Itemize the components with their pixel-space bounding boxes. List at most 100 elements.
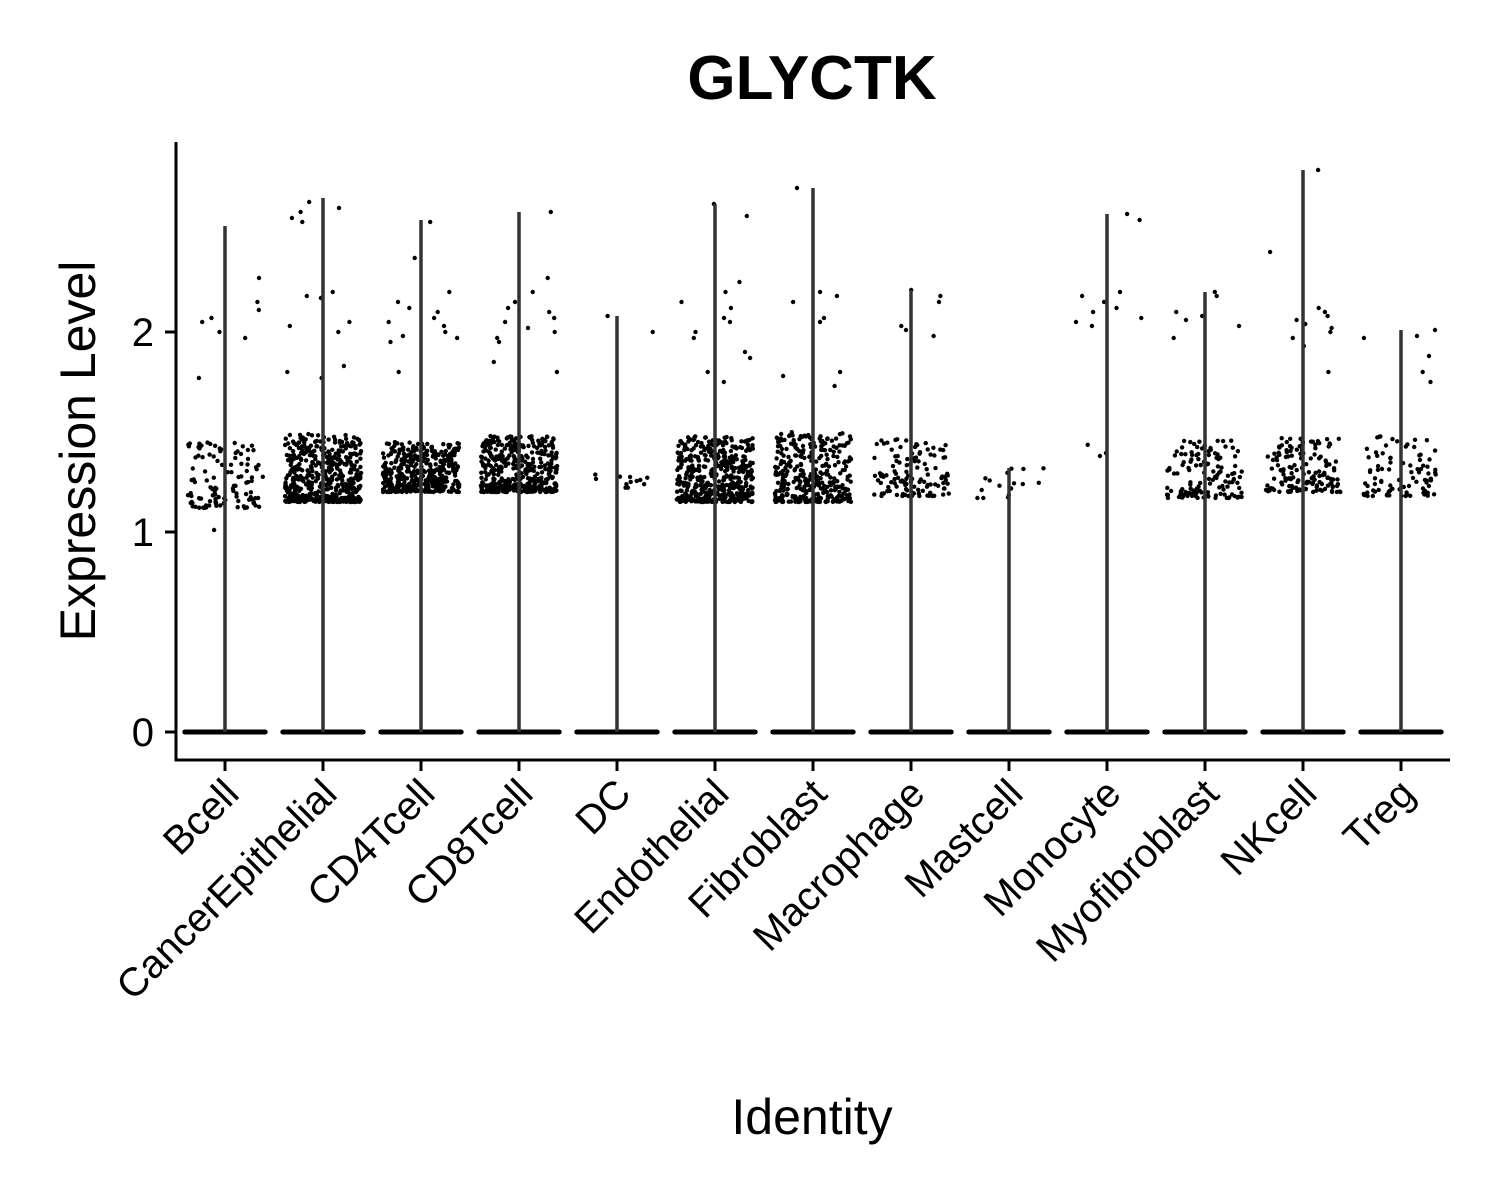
point: [452, 453, 457, 458]
point: [816, 482, 822, 487]
point: [676, 443, 681, 448]
point: [1085, 442, 1090, 447]
point: [796, 499, 801, 505]
point: [208, 485, 213, 490]
point: [738, 479, 743, 485]
point: [782, 478, 787, 483]
point: [832, 488, 837, 493]
point: [1218, 491, 1223, 496]
point: [244, 505, 250, 510]
point: [837, 489, 842, 495]
point: [1197, 439, 1202, 444]
point: [1079, 293, 1085, 299]
violin-group-cd8tcell: [476, 209, 562, 735]
point: [352, 467, 357, 472]
point: [1239, 469, 1244, 474]
point: [1376, 487, 1381, 493]
point: [244, 468, 249, 474]
point: [446, 442, 451, 448]
point: [304, 475, 309, 480]
point: [917, 451, 922, 456]
point: [386, 319, 391, 325]
point: [186, 444, 192, 449]
point: [693, 329, 698, 335]
point: [1422, 488, 1428, 493]
point: [1403, 444, 1409, 449]
point: [495, 438, 501, 443]
point: [845, 477, 850, 482]
point: [324, 497, 329, 503]
point: [327, 494, 332, 499]
point: [750, 443, 755, 448]
point: [1114, 305, 1119, 311]
point: [1198, 462, 1203, 468]
point: [840, 486, 845, 491]
point: [1315, 167, 1321, 173]
point: [1372, 476, 1378, 481]
point: [729, 438, 734, 443]
point: [750, 475, 756, 481]
point: [451, 482, 456, 487]
point: [443, 329, 448, 335]
point: [1073, 319, 1079, 325]
point: [727, 485, 733, 490]
point: [234, 491, 239, 496]
point: [1375, 453, 1380, 458]
point: [785, 469, 790, 474]
point: [675, 489, 680, 494]
point: [716, 454, 721, 460]
point: [1414, 479, 1419, 484]
point: [684, 488, 690, 493]
point: [733, 453, 738, 458]
point: [897, 460, 902, 465]
point: [1224, 495, 1230, 501]
point: [229, 470, 234, 475]
point: [484, 483, 490, 488]
point: [1277, 452, 1282, 457]
point: [294, 455, 300, 460]
point: [357, 476, 362, 481]
point: [399, 489, 405, 495]
point: [309, 433, 315, 438]
point: [678, 450, 684, 456]
point: [701, 464, 706, 469]
point: [720, 450, 725, 455]
point: [522, 489, 528, 494]
point: [708, 449, 713, 455]
violin-group-bcell: [182, 226, 268, 735]
point: [245, 462, 250, 467]
point: [826, 464, 832, 469]
point: [434, 481, 440, 486]
violin-group-cd4tcell: [378, 219, 464, 735]
point: [836, 460, 841, 465]
point: [832, 463, 838, 468]
point: [550, 475, 555, 481]
chart-title: GLYCTK: [687, 44, 936, 113]
point: [1365, 490, 1370, 495]
point: [1424, 438, 1430, 443]
point: [879, 491, 885, 496]
point: [357, 442, 362, 447]
point: [687, 474, 693, 479]
point: [1291, 485, 1296, 490]
point: [351, 435, 357, 440]
point: [1206, 476, 1212, 482]
point: [1331, 466, 1337, 471]
point: [917, 493, 922, 499]
point: [443, 448, 448, 454]
point: [593, 472, 598, 477]
point: [728, 305, 734, 311]
point: [445, 453, 450, 459]
point: [738, 494, 744, 500]
point: [706, 496, 711, 501]
point: [524, 453, 529, 458]
point: [243, 335, 248, 341]
point: [395, 299, 401, 305]
point: [1313, 442, 1318, 447]
point: [1193, 463, 1199, 468]
point: [605, 313, 610, 319]
point: [338, 488, 343, 493]
point: [1294, 467, 1299, 473]
point: [213, 485, 218, 490]
point: [840, 443, 845, 448]
